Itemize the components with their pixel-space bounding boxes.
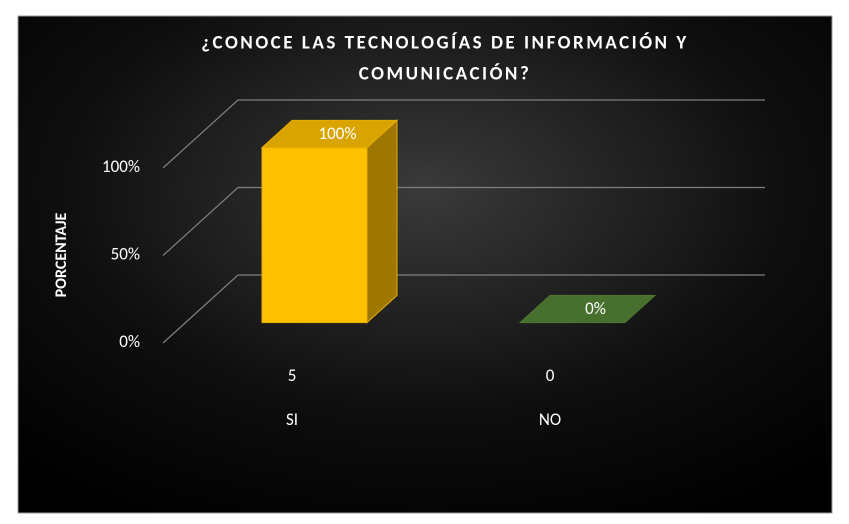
bar-top bbox=[260, 119, 399, 149]
y-tick-label: 50% bbox=[111, 244, 140, 265]
value-label: 0% bbox=[585, 298, 606, 319]
count-label: 5 bbox=[288, 365, 297, 386]
y-axis-label: PORCENTAJE bbox=[52, 212, 71, 297]
grid-line bbox=[162, 274, 765, 344]
y-tick-label: 0% bbox=[119, 331, 140, 352]
bar-front bbox=[261, 147, 368, 324]
count-label: 0 bbox=[546, 365, 555, 386]
x-tick-label: NO bbox=[539, 409, 561, 430]
y-tick-label: 100% bbox=[102, 156, 140, 177]
value-label: 100% bbox=[318, 123, 356, 144]
chart-background bbox=[17, 15, 833, 514]
chart-title: ¿CONOCE LAS TECNOLOGÍAS DE INFORMACIÓN Y bbox=[201, 32, 689, 55]
x-tick-label: SI bbox=[286, 409, 298, 430]
bar-side bbox=[366, 119, 398, 324]
bar-top bbox=[518, 294, 657, 324]
grid-line bbox=[162, 99, 765, 169]
chart-title: COMUNICACIÓN? bbox=[359, 63, 532, 86]
grid-line bbox=[162, 186, 765, 256]
